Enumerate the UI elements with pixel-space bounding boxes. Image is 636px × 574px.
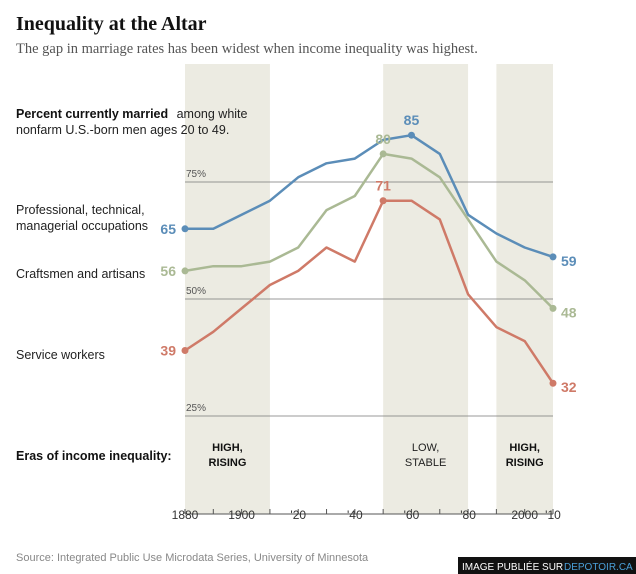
era-label-0-line1: HIGH, [212,442,243,454]
y-axis-title-line2: nonfarm U.S.-born men ages 20 to 49. [16,123,229,137]
peak-value-professional: 85 [404,112,420,128]
era-label-2-line2: RISING [506,457,544,469]
x-tick-label: 1900 [228,508,255,522]
series-point-professional [549,253,557,261]
chart-title: Inequality at the Altar [16,13,207,35]
era-bands [185,64,553,514]
grid-lines: 25% 50% 75% [185,169,553,417]
y-axis-title-rest: among white [177,107,248,121]
credit-link[interactable]: DEPOTOIR.CA [564,562,633,573]
series-line-professional [185,133,554,259]
chart-subtitle: The gap in marriage rates has been wides… [16,41,478,57]
start-value-craftsmen: 56 [160,263,176,279]
y-tick-label: 50% [186,286,206,297]
series-marks: 65 85 59 56 80 48 39 71 32 [160,112,576,395]
peak-value-service: 71 [375,178,391,194]
series-point-craftsmen [379,150,387,158]
series-line-service [184,199,555,384]
series-label-craftsmen: Craftsmen and artisans [16,267,145,281]
x-tick-label: '20 [290,508,306,522]
era-band-0 [185,64,270,514]
source-note: Source: Integrated Public Use Microdata … [16,552,369,564]
era-label-1-line2: STABLE [405,457,446,469]
x-tick-label: 2000 [511,508,538,522]
start-value-professional: 65 [160,221,176,237]
series-label-professional-1: Professional, technical, [16,203,145,217]
series-point-craftsmen [181,267,189,275]
series-point-craftsmen [549,304,557,312]
y-tick-label: 25% [186,403,206,414]
era-labels: HIGH, RISING LOW, STABLE HIGH, RISING [209,442,544,469]
peak-value-craftsmen: 80 [375,131,391,147]
start-value-service: 39 [160,342,176,358]
era-label-2-line1: HIGH, [509,442,540,454]
end-value-craftsmen: 48 [561,304,577,320]
x-tick-label: '80 [460,508,476,522]
series-line-craftsmen [184,152,554,310]
era-band-1 [383,64,469,514]
series-point-service [549,379,557,387]
x-axis: 1880 1900 '20 '40 '60 '80 2000 '10 [172,508,561,522]
series-point-service [379,197,387,205]
era-label-1-line1: LOW, [412,442,440,454]
x-tick-label: '40 [347,508,363,522]
series-label-professional-2: managerial occupations [16,219,148,233]
x-tick-label: '10 [545,508,561,522]
y-axis-title: Percent currently married among white [16,105,248,122]
x-tick-label: '60 [404,508,420,522]
end-value-service: 32 [561,379,577,395]
series-point-service [181,346,189,354]
series-lines [184,133,555,384]
credit-background [458,557,636,574]
series-label-service: Service workers [16,348,105,362]
y-axis-title-bold: Percent currently married [16,107,168,121]
credit-badge: IMAGE PUBLIÉE SUR DEPOTOIR.CA [458,557,636,574]
eras-title: Eras of income inequality: [16,449,172,463]
series-point-professional [407,131,415,139]
era-band-2 [496,64,553,514]
series-point-professional [181,225,189,233]
end-value-professional: 59 [561,253,577,269]
y-tick-label: 75% [186,169,206,180]
x-tick-label: 1880 [172,508,199,522]
credit-text: IMAGE PUBLIÉE SUR [462,560,563,573]
era-label-0-line2: RISING [209,457,247,469]
